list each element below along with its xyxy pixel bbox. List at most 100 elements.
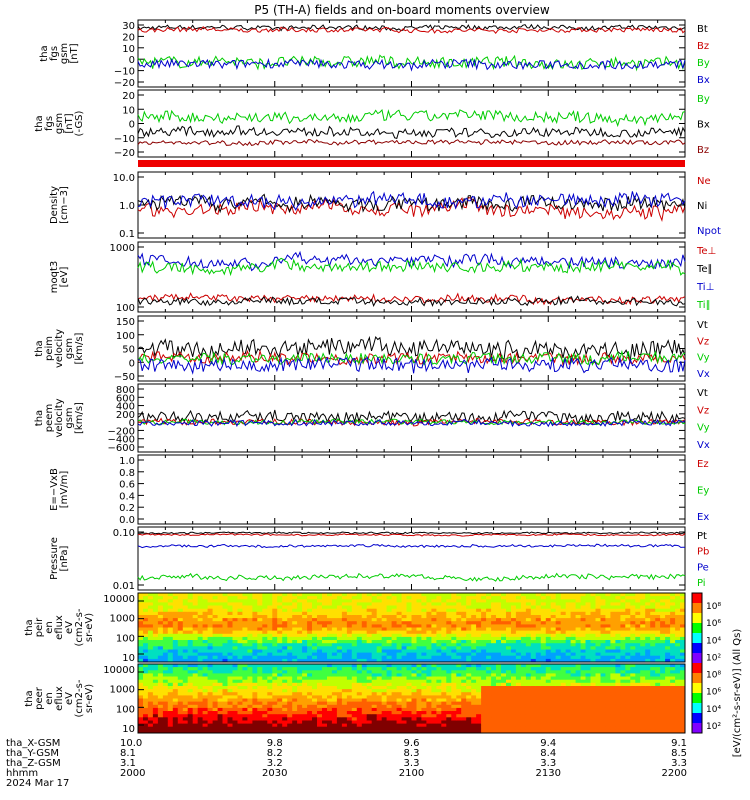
- spectrogram-cell: [167, 692, 174, 696]
- spectrogram-cell: [486, 630, 492, 635]
- spectrogram-cell: [172, 630, 179, 635]
- spectrogram-cell: [540, 611, 547, 616]
- spectrogram-cell: [222, 695, 228, 699]
- spectrogram-cell: [391, 646, 398, 650]
- spectrogram-cell: [322, 714, 328, 718]
- spectrogram-cell: [356, 726, 363, 731]
- spectrogram-cell: [138, 655, 144, 660]
- spectrogram-cell: [262, 646, 268, 650]
- spectrogram-cell: [600, 649, 606, 654]
- spectrogram-cell: [277, 633, 283, 638]
- spectrogram-cell: [172, 711, 179, 715]
- spectrogram-cell: [177, 711, 184, 715]
- spectrogram-cell: [511, 670, 517, 674]
- spectrogram-cell: [262, 686, 268, 690]
- spectrogram-cell: [525, 676, 532, 681]
- spectrogram-cell: [341, 707, 348, 712]
- spectrogram-cell: [197, 673, 204, 677]
- spectrogram-cell: [227, 686, 233, 690]
- spectrogram-cell: [182, 618, 189, 622]
- spectrogram-cell: [416, 714, 422, 718]
- spectrogram-cell: [680, 602, 686, 606]
- spectrogram-cell: [152, 689, 159, 693]
- spectrogram-cell: [570, 608, 577, 613]
- spectrogram-cell: [207, 707, 214, 712]
- spectrogram-cell: [466, 670, 472, 674]
- spectrogram-cell: [167, 636, 174, 641]
- spectrogram-cell: [267, 602, 273, 606]
- spectrogram-cell: [177, 726, 184, 731]
- spectrogram-cell: [515, 621, 522, 625]
- spectrogram-cell: [446, 667, 452, 671]
- spectrogram-cell: [217, 621, 224, 625]
- spectrogram-cell: [356, 714, 363, 718]
- spectrogram-cell: [172, 615, 179, 619]
- spectrogram-cell: [615, 655, 621, 660]
- spectrogram-cell: [511, 664, 517, 668]
- spectrogram-cell: [138, 692, 144, 696]
- spectrogram-cell: [451, 624, 457, 628]
- spectrogram-cell: [317, 633, 323, 638]
- spectrogram-cell: [466, 599, 472, 603]
- spectrogram-cell: [645, 593, 651, 597]
- spectrogram-cell: [406, 695, 412, 699]
- spectrogram-cell: [297, 723, 303, 728]
- spectrogram-cell: [197, 611, 204, 616]
- spectrogram-cell: [341, 670, 348, 674]
- spectrogram-cell: [520, 652, 527, 657]
- spectrogram-cell: [466, 692, 472, 696]
- spectrogram-cell: [406, 701, 412, 706]
- spectrogram-cell: [436, 627, 442, 632]
- spectrogram-cell: [456, 667, 462, 671]
- spectrogram-cell: [331, 636, 338, 641]
- spectrogram-cell: [162, 646, 169, 650]
- spectrogram-cell: [675, 655, 681, 660]
- spectrogram-cell: [361, 630, 368, 635]
- spectrogram-cell: [222, 726, 228, 731]
- spectrogram-cell: [143, 701, 149, 706]
- spectrogram-cell: [242, 729, 248, 734]
- spectrogram-cell: [550, 630, 557, 635]
- spectrogram-cell: [222, 624, 228, 628]
- spectrogram-cell: [590, 630, 596, 635]
- spectrogram-cell: [317, 695, 323, 699]
- spectrogram-cell: [302, 652, 308, 657]
- spectrogram-cell: [143, 636, 149, 641]
- spectrogram-cell: [476, 618, 482, 622]
- spectrogram-cell: [257, 658, 263, 663]
- spectrogram-cell: [555, 673, 562, 677]
- spectrogram-cell: [252, 707, 258, 712]
- spectrogram-cell: [346, 686, 353, 690]
- spectrogram-cell: [317, 720, 323, 725]
- spectrogram-cell: [356, 640, 363, 644]
- spectrogram-cell: [297, 673, 303, 677]
- spectrogram-cell: [456, 633, 462, 638]
- spectrogram-cell: [600, 618, 606, 622]
- spectrogram-cell: [520, 726, 527, 731]
- spectrogram-cell: [555, 676, 562, 681]
- spectrogram-cell: [232, 618, 238, 622]
- spectrogram-cell: [257, 611, 263, 616]
- legend-By: By: [697, 58, 710, 69]
- spectrogram-cell: [466, 711, 472, 715]
- spectrogram-cell: [456, 621, 462, 625]
- spectrogram-cell: [496, 655, 502, 660]
- spectrogram-cell: [431, 655, 437, 660]
- spectrogram-cell: [471, 723, 477, 728]
- spectrogram-cell: [346, 655, 353, 660]
- spectrogram-cell: [302, 593, 308, 597]
- spectrogram-cell: [496, 698, 502, 703]
- spectrogram-cell: [441, 676, 447, 681]
- spectrogram-cell: [277, 611, 283, 616]
- spectrogram-cell: [441, 723, 447, 728]
- spectrogram-cell: [595, 602, 601, 606]
- spectrogram-cell: [421, 686, 427, 690]
- spectrogram-cell: [461, 643, 467, 647]
- spectrogram-cell: [675, 618, 681, 622]
- spectrogram-cell: [157, 717, 164, 721]
- spectrogram-cell: [411, 658, 417, 663]
- spectrogram-cell: [361, 729, 368, 734]
- spectrogram-cell: [272, 682, 278, 687]
- spectrogram-cell: [157, 618, 164, 622]
- spectrogram-cell: [451, 701, 457, 706]
